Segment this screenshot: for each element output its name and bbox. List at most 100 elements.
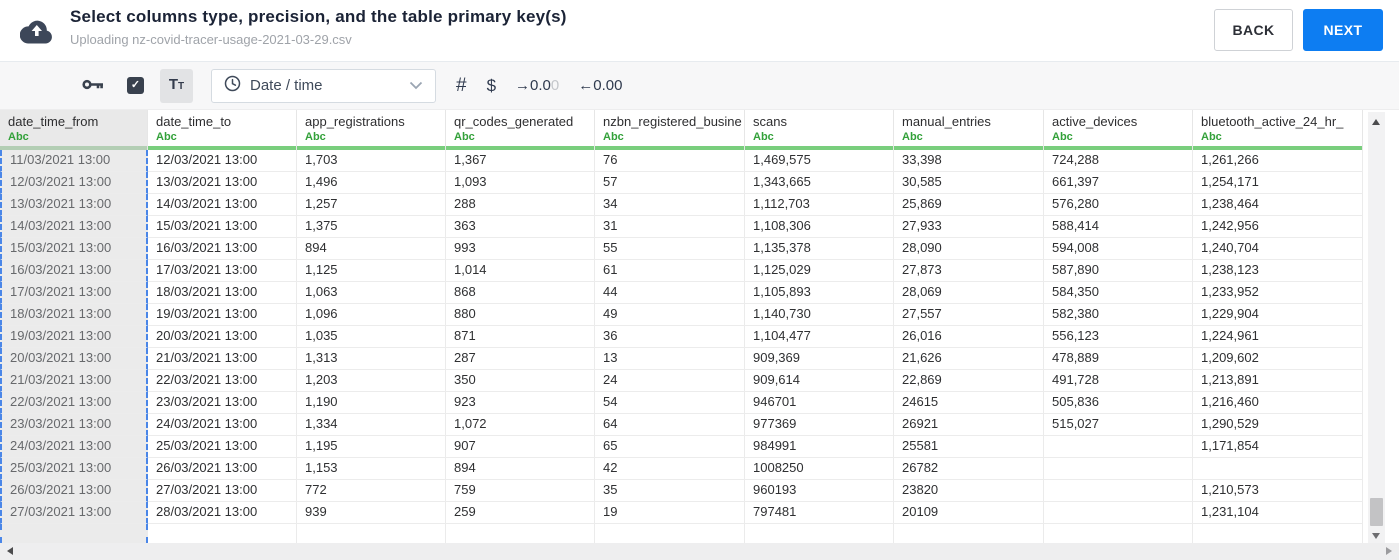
table-cell	[0, 524, 148, 543]
table-cell: 76	[595, 150, 745, 172]
table-cell: 1,203	[297, 370, 446, 392]
vertical-scrollbar[interactable]	[1368, 112, 1385, 543]
table-row: 14/03/2021 13:00 15/03/2021 13:00 1,375 363…	[0, 216, 1363, 238]
table-cell: 1,343,665	[745, 172, 894, 194]
scroll-up-arrow-icon[interactable]	[1372, 119, 1380, 125]
primary-key-button[interactable]	[82, 77, 105, 95]
table-cell: 1,469,575	[745, 150, 894, 172]
table-cell: 1,209,602	[1193, 348, 1363, 370]
decrease-decimal-button[interactable]: ←0.00	[578, 77, 623, 94]
column-header-bluetooth_active_24_hr_[interactable]: bluetooth_active_24_hr_ Abc	[1193, 110, 1363, 150]
table-row: 24/03/2021 13:00 25/03/2021 13:00 1,195 907…	[0, 436, 1363, 458]
table-cell: 12/03/2021 13:00	[0, 172, 148, 194]
table-cell: 350	[446, 370, 595, 392]
table-cell: 288	[446, 194, 595, 216]
table-cell: 1008250	[745, 458, 894, 480]
table-cell: 909,369	[745, 348, 894, 370]
table-cell: 259	[446, 502, 595, 524]
column-header-active_devices[interactable]: active_devices Abc	[1044, 110, 1193, 150]
table-cell: 1,375	[297, 216, 446, 238]
column-header-app_registrations[interactable]: app_registrations Abc	[297, 110, 446, 150]
table-cell: 22/03/2021 13:00	[148, 370, 297, 392]
table-cell: 797481	[745, 502, 894, 524]
table-cell	[1193, 524, 1363, 543]
table-cell: 1,257	[297, 194, 446, 216]
table-cell: 984991	[745, 436, 894, 458]
table-cell: 24/03/2021 13:00	[148, 414, 297, 436]
table-cell: 1,213,891	[1193, 370, 1363, 392]
table-cell: 11/03/2021 13:00	[0, 150, 148, 172]
column-type-badge: Abc	[305, 131, 326, 143]
datetime-type-value: Date / time	[250, 77, 323, 94]
column-name: qr_codes_generated	[454, 114, 574, 129]
table-cell	[1044, 436, 1193, 458]
table-cell: 1,190	[297, 392, 446, 414]
column-header-manual_entries[interactable]: manual_entries Abc	[894, 110, 1044, 150]
table-row: 17/03/2021 13:00 18/03/2021 13:00 1,063 868…	[0, 282, 1363, 304]
horizontal-scrollbar[interactable]	[0, 543, 1399, 560]
table-cell: 24	[595, 370, 745, 392]
table-row: 18/03/2021 13:00 19/03/2021 13:00 1,096 880…	[0, 304, 1363, 326]
table-cell: 44	[595, 282, 745, 304]
table-cell: 1,153	[297, 458, 446, 480]
column-header-qr_codes_generated[interactable]: qr_codes_generated Abc	[446, 110, 595, 150]
table-cell: 1,140,730	[745, 304, 894, 326]
table-cell: 1,035	[297, 326, 446, 348]
table-cell: 26782	[894, 458, 1044, 480]
table-cell: 21,626	[894, 348, 1044, 370]
table-cell: 54	[595, 392, 745, 414]
table-cell: 1,093	[446, 172, 595, 194]
table-cell: 24615	[894, 392, 1044, 414]
table-cell: 287	[446, 348, 595, 370]
wizard-actions: BACK NEXT	[1214, 9, 1383, 51]
table-cell: 28/03/2021 13:00	[148, 502, 297, 524]
table-cell: 49	[595, 304, 745, 326]
scroll-left-arrow-icon[interactable]	[7, 547, 13, 555]
table-cell: 1,216,460	[1193, 392, 1363, 414]
table-cell: 18/03/2021 13:00	[0, 304, 148, 326]
table-cell: 16/03/2021 13:00	[0, 260, 148, 282]
table-cell: 19	[595, 502, 745, 524]
scroll-right-arrow-icon[interactable]	[1386, 547, 1392, 555]
column-underline	[745, 146, 893, 150]
column-header-date_time_to[interactable]: date_time_to Abc	[148, 110, 297, 150]
column-type-badge: Abc	[753, 131, 774, 143]
scroll-down-arrow-icon[interactable]	[1372, 533, 1380, 539]
key-icon	[82, 77, 105, 95]
vertical-scrollbar-thumb[interactable]	[1370, 498, 1383, 526]
table-cell: 1,313	[297, 348, 446, 370]
table-cell: 1,238,123	[1193, 260, 1363, 282]
clock-icon	[224, 75, 241, 97]
column-name: app_registrations	[305, 114, 405, 129]
increase-decimal-button[interactable]: →0.00	[515, 77, 559, 94]
table-cell: 1,096	[297, 304, 446, 326]
table-row: 27/03/2021 13:00 28/03/2021 13:00 939 259 19…	[0, 502, 1363, 524]
column-header-scans[interactable]: scans Abc	[745, 110, 894, 150]
integer-type-button[interactable]: #	[456, 74, 467, 96]
column-header-date_time_from[interactable]: date_time_from Abc	[0, 110, 148, 150]
column-name: manual_entries	[902, 114, 991, 129]
table-cell: 1,703	[297, 150, 446, 172]
table-cell: 25581	[894, 436, 1044, 458]
column-header-nzbn_registered_busine[interactable]: nzbn_registered_busine Abc	[595, 110, 745, 150]
table-cell: 909,614	[745, 370, 894, 392]
table-row: 21/03/2021 13:00 22/03/2021 13:00 1,203 350…	[0, 370, 1363, 392]
table-cell: 30,585	[894, 172, 1044, 194]
table-cell: 20/03/2021 13:00	[148, 326, 297, 348]
table-cell: 1,063	[297, 282, 446, 304]
table-cell: 1,171,854	[1193, 436, 1363, 458]
datetime-type-dropdown[interactable]: Date / time	[211, 68, 436, 103]
currency-type-button[interactable]: $	[486, 75, 497, 95]
table-cell: 25/03/2021 13:00	[0, 458, 148, 480]
column-underline	[894, 146, 1043, 150]
next-button[interactable]: NEXT	[1303, 9, 1383, 51]
table-cell: 880	[446, 304, 595, 326]
table-cell: 556,123	[1044, 326, 1193, 348]
boolean-type-checkbox[interactable]: ✓	[127, 77, 144, 94]
table-row: 16/03/2021 13:00 17/03/2021 13:00 1,125 1,0…	[0, 260, 1363, 282]
back-button[interactable]: BACK	[1214, 9, 1293, 51]
wizard-header: Select columns type, precision, and the …	[0, 0, 1399, 62]
upload-cloud-icon	[19, 17, 52, 49]
